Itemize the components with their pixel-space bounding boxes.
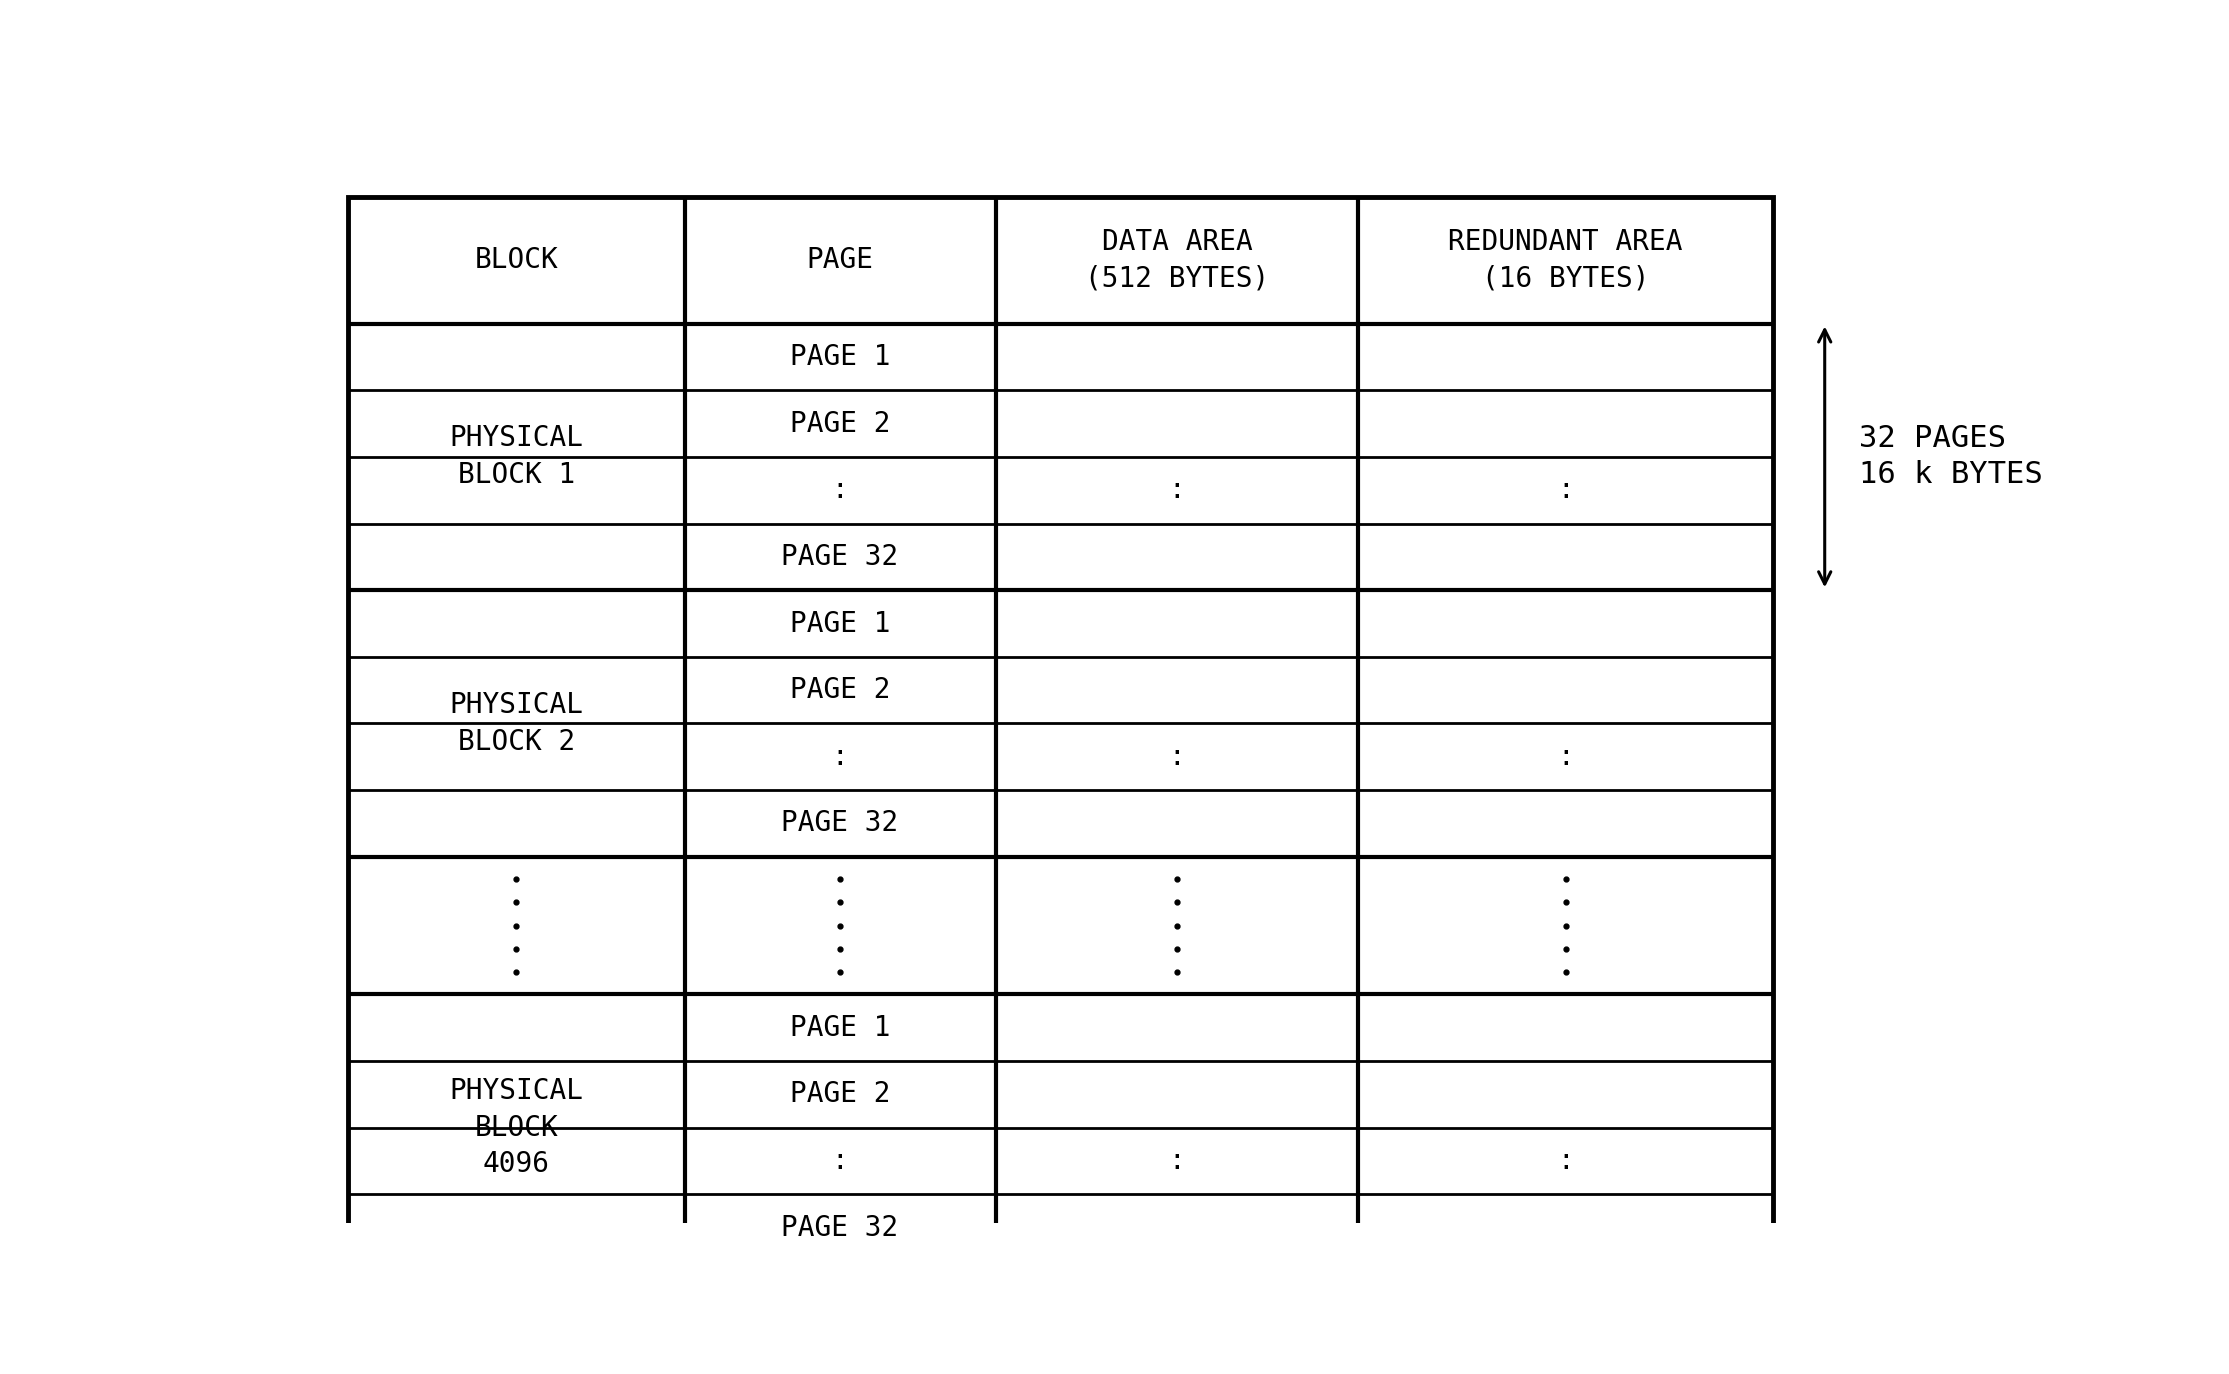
Text: PAGE 1: PAGE 1 (789, 610, 889, 638)
Text: PAGE: PAGE (807, 246, 874, 273)
Text: PHYSICAL
BLOCK
4096: PHYSICAL BLOCK 4096 (450, 1077, 584, 1179)
Text: :: : (831, 1147, 849, 1175)
Text: :: : (1168, 1147, 1186, 1175)
Text: PAGE 32: PAGE 32 (782, 543, 898, 570)
Text: PHYSICAL
BLOCK 2: PHYSICAL BLOCK 2 (450, 691, 584, 756)
Text: PAGE 2: PAGE 2 (789, 409, 889, 437)
Text: 32 PAGES
16 k BYTES: 32 PAGES 16 k BYTES (1859, 425, 2044, 489)
Text: DATA AREA
(512 BYTES): DATA AREA (512 BYTES) (1086, 228, 1268, 293)
Text: :: : (1558, 1147, 1574, 1175)
Text: REDUNDANT AREA
(16 BYTES): REDUNDANT AREA (16 BYTES) (1449, 228, 1683, 293)
Text: :: : (1168, 743, 1186, 771)
Text: PAGE 2: PAGE 2 (789, 1080, 889, 1109)
Text: :: : (1558, 477, 1574, 504)
Text: :: : (831, 743, 849, 771)
Text: PAGE 1: PAGE 1 (789, 1014, 889, 1041)
Text: PHYSICAL
BLOCK 1: PHYSICAL BLOCK 1 (450, 425, 584, 489)
Bar (348, 196, 1772, 1261)
Text: :: : (831, 477, 849, 504)
Text: :: : (1558, 743, 1574, 771)
Text: PAGE 2: PAGE 2 (789, 676, 889, 703)
Text: :: : (1168, 477, 1186, 504)
Text: PAGE 32: PAGE 32 (782, 1213, 898, 1242)
Text: PAGE 1: PAGE 1 (789, 344, 889, 371)
Text: PAGE 32: PAGE 32 (782, 809, 898, 838)
Text: BLOCK: BLOCK (475, 246, 557, 273)
